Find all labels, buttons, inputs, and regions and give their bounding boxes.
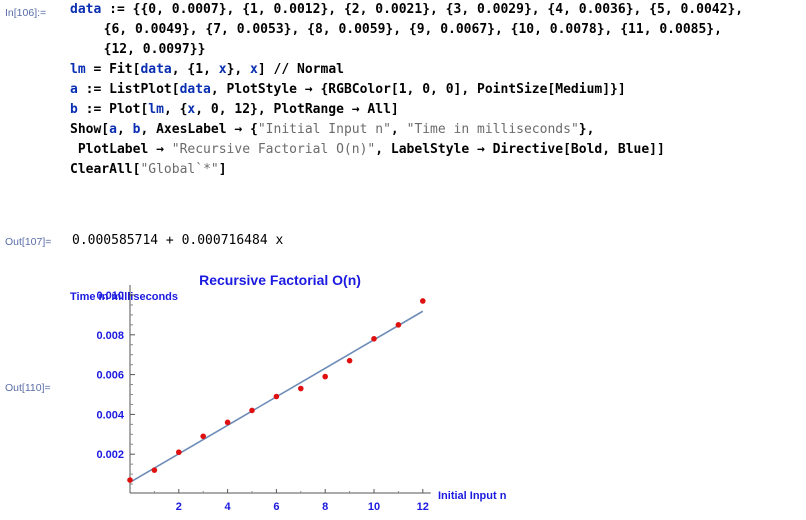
code-line: lm = Fit[data, {1, x}, x] // Normal (70, 60, 743, 80)
code-token: := Plot[ (77, 102, 149, 117)
code-token: , (390, 122, 407, 137)
code-token: lm (148, 102, 164, 117)
data-point (176, 449, 182, 456)
code-token: , PlotStyle → {RGBColor[1, 0, 0], PointS… (210, 82, 626, 97)
data-point (249, 407, 255, 414)
code-line: {6, 0.0049}, {7, 0.0053}, {8, 0.0059}, {… (70, 20, 743, 40)
code-token: "Global`*" (140, 162, 219, 177)
input-cell-label: In[106]:= (5, 7, 47, 19)
plot-output[interactable]: Recursive Factorial O(n) Time in millise… (0, 262, 806, 520)
code-token: b (132, 122, 141, 137)
code-token: a (70, 82, 78, 97)
y-tick-label: 0.010 (96, 290, 124, 302)
data-points (127, 298, 426, 483)
data-point (420, 298, 426, 304)
code-token: lm (70, 62, 86, 77)
code-line: ClearAll["Global`*"] (70, 160, 743, 180)
code-token: ] (218, 162, 227, 177)
code-token: data (140, 62, 172, 77)
data-point (395, 322, 402, 328)
code-token: "Recursive Factorial O(n)" (171, 142, 376, 157)
code-token: , { (163, 102, 188, 117)
data-point (224, 419, 231, 426)
code-token: PlotLabel → (70, 142, 172, 157)
code-token: , (116, 122, 133, 137)
code-token: }, (226, 62, 251, 77)
x-tick-label: 8 (322, 501, 328, 513)
x-tick-label: 6 (273, 501, 279, 513)
y-axis-label: Time in milliseconds (70, 291, 178, 303)
code-token: "Initial Input n" (257, 122, 391, 137)
x-tick-label: 12 (417, 501, 429, 513)
code-token: := {{0, 0.0007}, {1, 0.0012}, {2, 0.0021… (101, 2, 744, 17)
data-point (298, 385, 304, 392)
code-line: a := ListPlot[data, PlotStyle → {RGBColo… (70, 80, 743, 100)
code-token: }, (578, 122, 595, 137)
y-tick-label: 0.006 (96, 370, 124, 382)
code-token: ClearAll[ (70, 162, 141, 177)
code-token: , 0, 12}, PlotRange → All] (195, 102, 399, 117)
code-token: = Fit[ (85, 62, 141, 77)
code-token: , {1, (171, 62, 219, 77)
plot-ticks: 2 4 6 8 10 12 0.002 0.004 0.006 0.008 0.010 (96, 290, 428, 513)
data-point (346, 357, 353, 364)
y-tick-label: 0.004 (96, 409, 124, 421)
code-line: PlotLabel → "Recursive Factorial O(n)", … (70, 140, 743, 160)
data-point (273, 393, 280, 400)
x-axis-label: Initial Input n (438, 490, 507, 502)
output-107-value[interactable]: 0.000585714 + 0.000716484 x (72, 233, 284, 248)
output-107-label: Out[107]= (5, 236, 52, 248)
x-tick-label: 2 (176, 501, 182, 513)
data-point (127, 477, 133, 483)
plot-axes (129, 285, 431, 494)
y-tick-label: 0.008 (96, 330, 124, 342)
code-token: data (179, 82, 211, 97)
code-token: , AxesLabel → { (140, 122, 258, 137)
code-token: := ListPlot[ (77, 82, 180, 97)
y-tick-label: 0.002 (96, 449, 124, 461)
data-point (371, 335, 377, 342)
code-line: data := {{0, 0.0007}, {1, 0.0012}, {2, 0… (70, 0, 743, 20)
data-point (322, 373, 329, 380)
code-line: {12, 0.0097}} (70, 40, 743, 60)
plot-title: Recursive Factorial O(n) (199, 272, 361, 288)
code-token: data (70, 2, 102, 17)
code-token: x (187, 102, 196, 117)
x-tick-label: 4 (225, 501, 232, 513)
code-token: b (70, 102, 78, 117)
code-line: Show[a, b, AxesLabel → {"Initial Input n… (70, 120, 743, 140)
data-point (151, 467, 158, 473)
code-token: x (218, 62, 227, 77)
code-token: , LabelStyle → Directive[Bold, Blue]] (375, 142, 665, 157)
code-token: a (109, 122, 117, 137)
x-tick-label: 10 (368, 501, 380, 513)
code-token: Show[ (70, 122, 110, 137)
code-token: ] // Normal (257, 62, 344, 77)
code-token: "Time in milliseconds" (406, 122, 579, 137)
code-token: {12, 0.0097}} (88, 42, 206, 57)
code-token: x (250, 62, 258, 77)
output-110-label: Out[110]= (5, 382, 51, 394)
code-line: b := Plot[lm, {x, 0, 12}, PlotRange → Al… (70, 100, 743, 120)
input-cell[interactable]: data := {{0, 0.0007}, {1, 0.0012}, {2, 0… (70, 0, 743, 180)
data-point (200, 433, 206, 440)
code-token: {6, 0.0049}, {7, 0.0053}, {8, 0.0059}, {… (88, 22, 722, 37)
